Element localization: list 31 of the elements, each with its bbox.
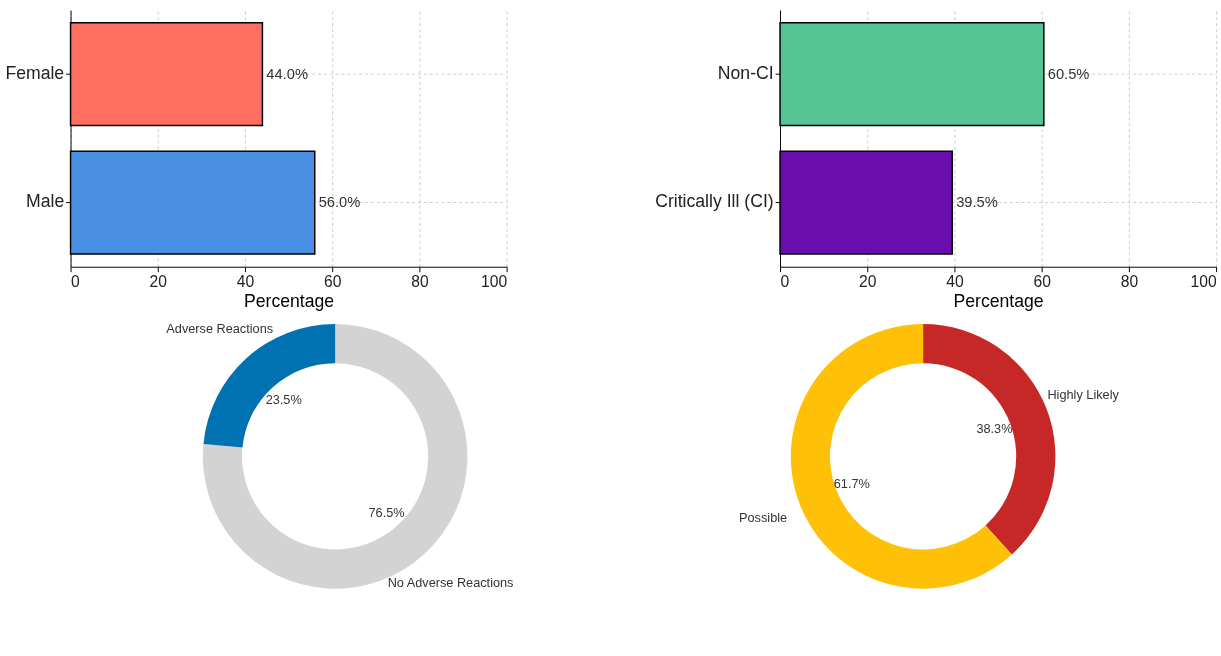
slice-label: Adverse Reactions xyxy=(166,321,274,337)
slice-label: No Adverse Reactions xyxy=(387,575,514,591)
x-tick-label: 20 xyxy=(859,272,877,290)
x-tick-label: 60 xyxy=(1033,272,1052,290)
x-tick-label: 100 xyxy=(480,272,508,290)
data-label: 38.3% xyxy=(976,420,1013,436)
y-tick-label: Male xyxy=(25,191,65,212)
x-axis-title: Percentage xyxy=(244,291,335,312)
data-label: 23.5% xyxy=(265,391,302,407)
x-tick-label: 20 xyxy=(149,272,168,290)
data-label: 76.5% xyxy=(368,504,405,520)
x-tick-label: 40 xyxy=(946,272,964,290)
x-tick-label: 100 xyxy=(1190,272,1217,290)
data-label: 56.0% xyxy=(318,194,361,211)
slice-label: Highly Likely xyxy=(1047,386,1120,402)
y-tick-label: Critically Ill (CI) xyxy=(655,191,774,212)
data-label: 61.7% xyxy=(833,475,870,491)
x-axis-title: Percentage xyxy=(953,291,1044,312)
y-tick-label: Non-CI xyxy=(717,63,774,84)
x-tick-label: 0 xyxy=(71,272,81,290)
data-label: 39.5% xyxy=(956,194,998,211)
x-tick-label: 80 xyxy=(411,272,429,290)
x-tick-label: 0 xyxy=(780,272,790,290)
x-tick-label: 60 xyxy=(323,272,342,290)
y-tick-label: Female xyxy=(5,63,65,84)
x-tick-label: 40 xyxy=(236,272,255,290)
data-label: 44.0% xyxy=(266,66,308,83)
data-label: 60.5% xyxy=(1047,66,1090,83)
donut-slice xyxy=(790,324,1012,589)
x-tick-label: 80 xyxy=(1120,272,1139,290)
slice-label: Possible xyxy=(739,509,788,525)
